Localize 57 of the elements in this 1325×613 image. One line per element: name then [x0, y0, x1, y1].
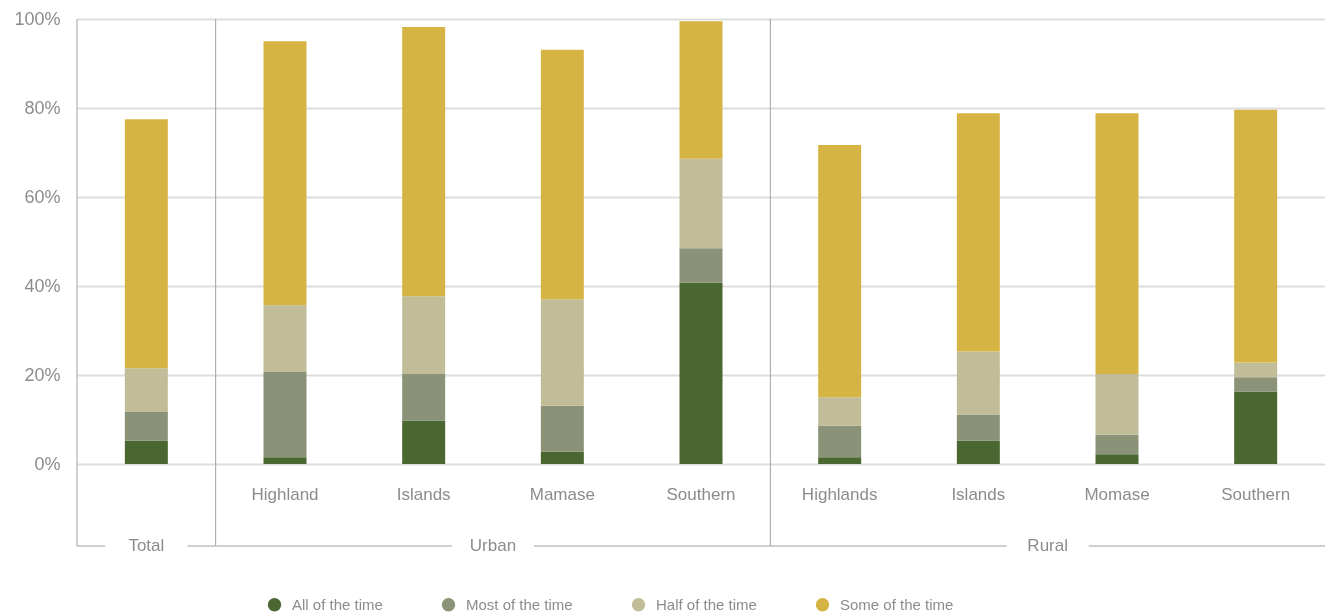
bar — [818, 425, 862, 458]
bar — [263, 457, 307, 464]
bar — [263, 371, 307, 458]
bar — [1234, 362, 1278, 378]
bar — [402, 374, 446, 421]
bar — [818, 397, 862, 426]
text: Urban — [469, 536, 517, 555]
x-tick-label: Islands — [951, 484, 1006, 504]
bar — [1095, 113, 1139, 375]
bar — [263, 305, 307, 372]
bar — [679, 21, 723, 159]
bar — [818, 144, 862, 398]
legend-label: All of the time — [292, 595, 383, 613]
bar — [818, 457, 862, 464]
x-tick-label: Southern — [1221, 484, 1291, 504]
x-tick-label: Highland — [251, 484, 319, 504]
legend-label: Most of the time — [466, 595, 573, 613]
bar — [402, 296, 446, 375]
y-tick-label: 80% — [24, 97, 61, 118]
bar — [1234, 391, 1278, 464]
bar — [124, 119, 168, 369]
y-tick-label: 20% — [24, 364, 61, 385]
x-tick-label: Highlands — [801, 484, 878, 504]
x-tick-label: Mamase — [529, 484, 595, 504]
bar — [402, 420, 446, 464]
bar — [540, 299, 584, 406]
bar — [956, 113, 1000, 352]
bar — [263, 41, 307, 306]
bar — [1234, 109, 1278, 363]
bar — [124, 440, 168, 464]
bar — [1234, 377, 1278, 392]
bar — [402, 27, 446, 297]
bar — [1095, 374, 1139, 435]
legend-label: Some of the time — [840, 595, 954, 613]
bar — [1095, 434, 1139, 455]
bar — [956, 351, 1000, 415]
bar — [956, 414, 1000, 441]
x-tick-label: Momase — [1084, 484, 1150, 504]
bar — [124, 368, 168, 412]
bar — [956, 440, 1000, 464]
y-tick-label: 60% — [24, 186, 61, 207]
bar — [540, 49, 584, 300]
bar — [679, 158, 723, 249]
legend-label: Half of the time — [656, 595, 757, 613]
bar — [124, 411, 168, 441]
text: Total — [128, 536, 165, 555]
bar — [1095, 454, 1139, 464]
bar — [540, 405, 584, 452]
y-tick-label: 0% — [34, 453, 61, 474]
text: Rural — [1027, 536, 1068, 555]
x-tick-label: Southern — [666, 484, 736, 504]
bar — [679, 248, 723, 283]
bar — [540, 451, 584, 464]
y-tick-label: 40% — [24, 275, 61, 296]
x-tick-label: Islands — [396, 484, 451, 504]
bar — [679, 282, 723, 464]
y-tick-label: 100% — [14, 8, 61, 29]
